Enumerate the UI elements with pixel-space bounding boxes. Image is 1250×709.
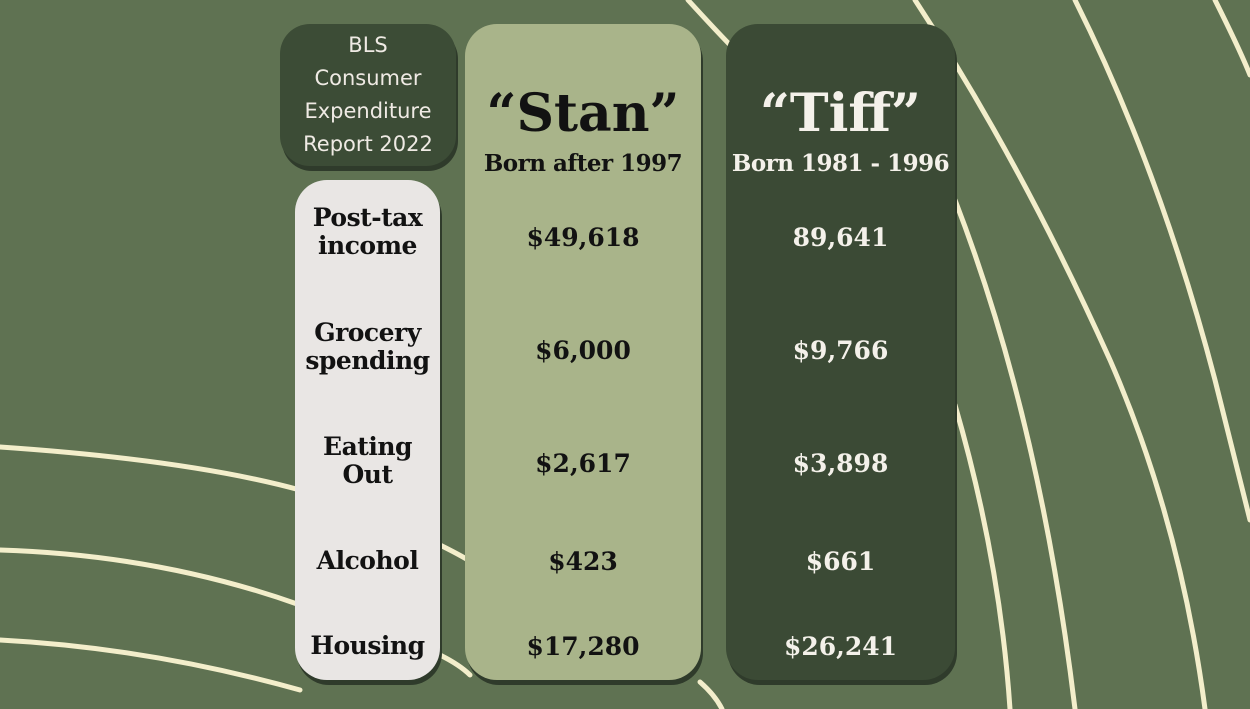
arc-line [697,679,725,709]
row-label-alcohol: Alcohol [295,547,440,575]
value-eating-out: $2,617 [535,449,631,478]
row-label-post-tax-income: Post-tax income [295,204,440,260]
arc-line [0,444,303,493]
row-label-line: Eating [323,432,412,461]
row-label-housing: Housing [295,632,440,660]
source-line: Report 2022 [303,132,433,156]
column-subtitle: Born after 1997 [483,150,683,177]
row-label-line: income [318,231,417,260]
row-label-eating-out: Eating Out [295,433,440,489]
value-alcohol: $423 [548,547,618,576]
value-post-tax-income: 89,641 [792,223,889,252]
row-label-line: Housing [310,631,425,660]
tiff-column: “Tiff” Born 1981 - 1996 89,641 $9,766 $3… [726,24,955,680]
value-housing: $17,280 [526,632,640,661]
source-line: Expenditure [304,99,432,123]
arc-line [952,197,1078,709]
value-alcohol: $661 [805,547,876,576]
stan-column: “Stan” Born after 1997 $49,618 $6,000 $2… [465,24,701,680]
row-labels-column: Post-tax income Grocery spending Eating … [295,180,440,680]
row-label-line: Grocery [314,318,421,347]
value-grocery-spending: $9,766 [792,336,889,365]
source-badge: BLS Consumer Expenditure Report 2022 [280,24,456,166]
column-name: “Stan” [486,83,680,144]
column-subtitle: Born 1981 - 1996 [731,150,950,177]
arc-line [912,0,1208,709]
arc-line [0,547,303,608]
arc-line [1072,0,1250,523]
value-eating-out: $3,898 [792,449,889,478]
column-name: “Tiff” [760,83,921,144]
value-post-tax-income: $49,618 [526,223,640,252]
value-housing: $26,241 [783,632,898,661]
arc-line [437,542,471,563]
row-label-line: Post-tax [312,203,423,232]
row-label-line: Alcohol [316,546,419,575]
value-grocery-spending: $6,000 [535,336,631,365]
arc-line [952,402,1013,709]
arc-line [0,637,303,693]
row-label-line: spending [305,346,430,375]
arc-line [437,652,473,678]
source-line: BLS [348,33,388,57]
arc-line [1212,0,1250,78]
row-label-grocery-spending: Grocery spending [295,319,440,375]
row-label-line: Out [342,460,393,489]
source-line: Consumer [314,66,422,90]
